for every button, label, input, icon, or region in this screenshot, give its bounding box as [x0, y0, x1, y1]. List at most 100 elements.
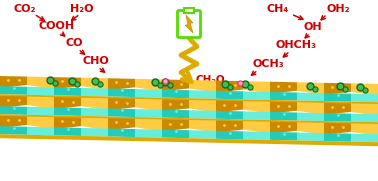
Polygon shape [27, 97, 54, 109]
Polygon shape [270, 82, 297, 94]
Text: H₂O: H₂O [70, 4, 94, 14]
Polygon shape [216, 119, 243, 123]
Polygon shape [270, 122, 297, 134]
Polygon shape [189, 80, 216, 92]
Polygon shape [162, 99, 189, 111]
Polygon shape [270, 120, 297, 125]
Polygon shape [81, 78, 108, 90]
Polygon shape [108, 96, 135, 101]
Polygon shape [27, 117, 54, 129]
Polygon shape [297, 132, 324, 141]
Polygon shape [162, 98, 189, 102]
Polygon shape [324, 133, 351, 142]
Polygon shape [54, 135, 81, 140]
Polygon shape [162, 110, 189, 118]
Polygon shape [0, 114, 27, 119]
Polygon shape [135, 97, 162, 102]
Polygon shape [189, 98, 216, 103]
Polygon shape [0, 134, 27, 139]
Polygon shape [54, 107, 81, 116]
Text: OCH₃: OCH₃ [252, 59, 284, 69]
Polygon shape [216, 139, 243, 143]
Polygon shape [108, 108, 135, 117]
Polygon shape [27, 115, 54, 119]
Polygon shape [27, 127, 54, 135]
Polygon shape [108, 117, 135, 121]
Polygon shape [270, 132, 297, 140]
Polygon shape [108, 89, 135, 97]
Polygon shape [243, 91, 270, 100]
Polygon shape [243, 99, 270, 104]
Polygon shape [243, 119, 270, 124]
Polygon shape [324, 141, 351, 146]
Polygon shape [270, 112, 297, 121]
Polygon shape [162, 118, 189, 122]
Polygon shape [81, 136, 108, 140]
Polygon shape [108, 136, 135, 141]
Polygon shape [135, 99, 162, 111]
Text: OH₂: OH₂ [326, 4, 350, 14]
Polygon shape [324, 103, 351, 115]
Polygon shape [216, 121, 243, 132]
Polygon shape [324, 101, 351, 106]
Polygon shape [216, 131, 243, 139]
Polygon shape [324, 113, 351, 122]
Polygon shape [0, 126, 27, 135]
Polygon shape [216, 101, 243, 113]
Polygon shape [216, 111, 243, 119]
Polygon shape [27, 107, 54, 115]
Text: OHCH₃: OHCH₃ [276, 40, 316, 50]
Polygon shape [162, 79, 189, 91]
Polygon shape [189, 118, 216, 123]
Polygon shape [162, 90, 189, 98]
Polygon shape [27, 77, 54, 89]
Polygon shape [135, 119, 162, 131]
Polygon shape [108, 98, 135, 110]
Polygon shape [189, 90, 216, 99]
Text: CO₂: CO₂ [14, 4, 36, 14]
Polygon shape [297, 100, 324, 105]
Text: CHO: CHO [83, 56, 109, 66]
Polygon shape [81, 88, 108, 96]
Polygon shape [162, 138, 189, 142]
Text: OH: OH [304, 22, 322, 32]
Polygon shape [135, 117, 162, 122]
Polygon shape [189, 120, 216, 132]
Polygon shape [135, 129, 162, 138]
Polygon shape [297, 112, 324, 121]
Polygon shape [189, 100, 216, 113]
Polygon shape [27, 95, 54, 99]
Text: CH₄: CH₄ [267, 4, 289, 14]
Polygon shape [297, 121, 324, 125]
Polygon shape [243, 81, 270, 94]
Polygon shape [324, 123, 351, 135]
Polygon shape [81, 108, 108, 117]
Polygon shape [297, 82, 324, 95]
Polygon shape [54, 77, 81, 89]
Polygon shape [351, 94, 378, 102]
Polygon shape [297, 140, 324, 145]
Polygon shape [324, 121, 351, 126]
Polygon shape [135, 79, 162, 91]
Polygon shape [189, 110, 216, 119]
Polygon shape [351, 103, 378, 116]
Polygon shape [54, 115, 81, 120]
Polygon shape [135, 137, 162, 142]
Polygon shape [351, 134, 378, 142]
FancyBboxPatch shape [178, 10, 200, 37]
Polygon shape [81, 128, 108, 136]
Polygon shape [81, 116, 108, 121]
Polygon shape [0, 94, 27, 99]
Polygon shape [270, 102, 297, 114]
Polygon shape [243, 131, 270, 140]
Polygon shape [216, 91, 243, 99]
Polygon shape [0, 76, 27, 88]
Polygon shape [81, 98, 108, 110]
Polygon shape [0, 106, 27, 115]
Polygon shape [0, 116, 27, 128]
Polygon shape [297, 102, 324, 115]
Polygon shape [189, 130, 216, 139]
Polygon shape [54, 117, 81, 129]
Polygon shape [54, 95, 81, 100]
Polygon shape [270, 140, 297, 144]
